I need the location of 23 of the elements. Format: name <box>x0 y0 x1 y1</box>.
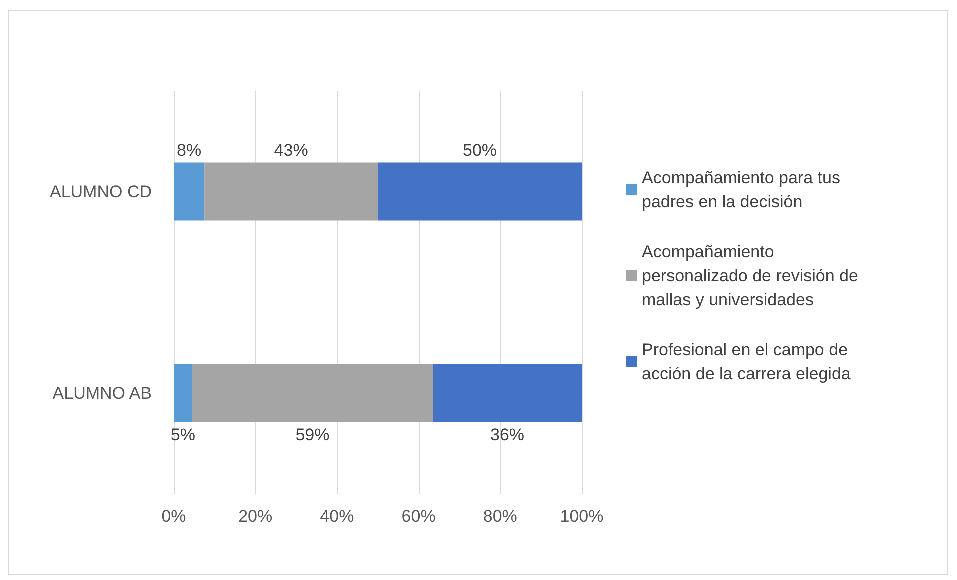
bar <box>204 162 378 221</box>
data-label: 8% <box>177 140 202 160</box>
x-tick-label: 20% <box>238 507 273 526</box>
x-tick-label: 80% <box>483 507 518 526</box>
data-label: 36% <box>490 425 525 444</box>
x-tick-label: 100% <box>560 507 604 526</box>
legend-label: Acompañamiento para tus padres en la decisión <box>642 168 846 212</box>
legend-label: Acompañamiento personalizado de revisión de mallas y universidades <box>642 242 864 310</box>
x-tick-label: 40% <box>320 507 354 526</box>
x-tick-label: 0% <box>162 507 186 526</box>
bar <box>174 162 205 221</box>
bar <box>378 162 582 221</box>
bar <box>192 364 434 422</box>
y-tick-label: ALUMNO CD <box>50 182 152 202</box>
data-label: 50% <box>462 140 498 160</box>
x-tick-label: 60% <box>402 507 436 526</box>
bar <box>174 364 192 422</box>
legend-label: Profesional en el campo de acción de la carrera elegida <box>642 340 853 384</box>
bar <box>433 364 582 422</box>
data-label: 5% <box>170 425 196 444</box>
data-label: 59% <box>296 425 330 444</box>
data-label: 43% <box>274 140 308 160</box>
y-tick-label: ALUMNO AB <box>52 384 152 403</box>
